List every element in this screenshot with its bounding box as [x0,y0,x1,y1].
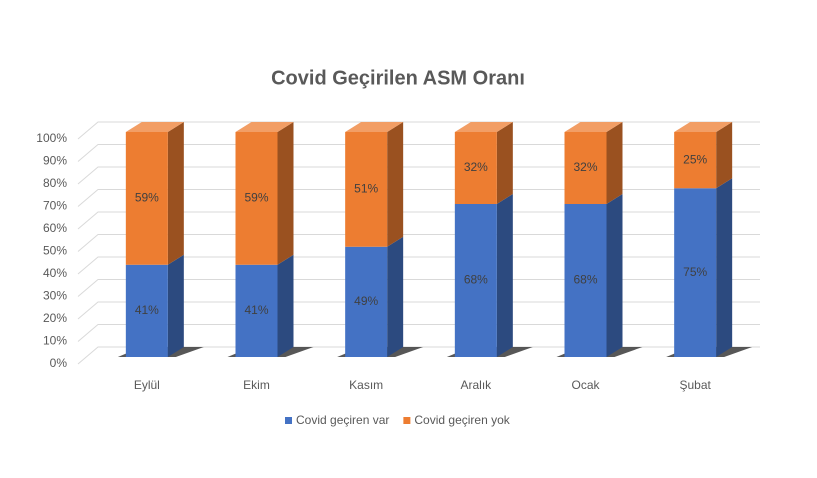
bar [564,132,607,204]
x-tick-label: Ocak [571,378,600,392]
value-label: 68% [464,273,488,287]
chart-title: Covid Geçirilen ASM Oranı [271,67,525,89]
legend-label: Covid geçiren yok [414,413,510,427]
bar-top [564,122,623,132]
grid-line [77,211,760,230]
bar-side [716,178,733,357]
bar-side [387,122,404,247]
x-tick-label: Aralık [460,378,492,392]
y-tick-label: 40% [43,266,67,280]
bar-side [277,254,294,357]
bar-side [167,122,184,265]
bar-side [716,122,733,189]
y-tick-label: 20% [43,311,67,325]
bar [125,264,168,357]
bar [674,132,717,189]
bar-top [345,122,404,132]
y-tick-label: 70% [43,199,67,213]
grid-line [77,189,760,207]
bar [454,204,497,357]
bar [235,264,278,357]
bar-side [606,194,623,357]
y-tick-label: 10% [43,334,67,348]
y-tick-label: 60% [43,221,67,235]
value-label: 41% [135,303,159,317]
y-tick-label: 50% [43,244,67,258]
grid-line [77,144,760,162]
bar-side [496,194,513,357]
bar [235,132,278,265]
bar [125,132,168,265]
legend-swatch [403,417,411,424]
bar-side [277,122,294,265]
bar-top [454,122,513,132]
value-label: 32% [464,160,488,174]
bar-side [387,236,404,357]
x-tick-label: Eylül [134,378,160,392]
value-label: 68% [573,273,597,287]
bar-top [235,122,294,132]
value-label: 51% [354,182,378,196]
grid-line [77,279,760,297]
bar-top [674,122,733,132]
grid-line [77,166,760,185]
bar [564,204,607,357]
y-tick-label: 90% [43,154,67,168]
value-label: 59% [244,191,268,205]
value-label: 75% [683,265,707,279]
legend-label: Covid geçiren var [296,413,389,427]
bar [345,132,388,247]
grid-line [77,301,760,320]
value-label: 41% [244,303,268,317]
grid-line [77,256,760,275]
grid-line [77,121,760,140]
bar-top [125,122,184,132]
value-label: 32% [573,160,597,174]
bar-side [496,122,513,204]
y-tick-label: 80% [43,176,67,190]
bar-side [606,122,623,204]
value-label: 49% [354,294,378,308]
legend: Covid geçiren var Covid geçiren yok [285,413,511,427]
value-label: 25% [683,152,707,166]
value-label: 59% [135,191,159,205]
legend-swatch [285,417,292,424]
x-tick-label: Ekim [243,378,270,392]
bar [454,132,497,204]
bar-side [167,254,184,357]
bar [674,188,717,357]
x-tick-label: Kasım [349,378,383,392]
y-tick-label: 0% [50,356,68,370]
bar [345,246,388,357]
grid-line [77,346,760,365]
grid-line [77,234,760,252]
x-tick-label: Şubat [679,378,711,392]
grid-line [77,324,760,342]
y-tick-label: 30% [43,289,67,303]
y-tick-label: 100% [36,131,67,145]
